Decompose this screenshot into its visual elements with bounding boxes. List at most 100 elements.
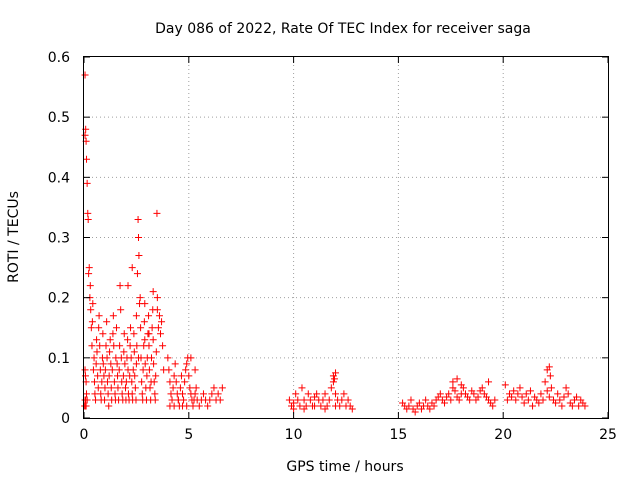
data-point <box>146 384 154 392</box>
data-point <box>562 384 570 392</box>
data-point <box>126 342 134 350</box>
data-point <box>153 294 161 302</box>
y-axis-label: ROTI / TECUs <box>6 191 22 283</box>
data-point <box>88 342 96 350</box>
data-point <box>89 300 97 308</box>
y-tick-label: 0.5 <box>48 110 70 126</box>
data-point <box>103 378 111 386</box>
data-point <box>183 402 191 410</box>
data-point <box>112 324 120 332</box>
y-tick-label: 0.2 <box>48 291 70 307</box>
data-point <box>340 390 348 398</box>
data-point <box>451 387 459 395</box>
data-point <box>147 354 155 362</box>
data-point <box>298 384 306 392</box>
data-point <box>558 402 566 410</box>
data-point <box>159 342 167 350</box>
data-point <box>128 264 136 272</box>
data-point <box>319 396 327 404</box>
data-point <box>170 402 178 410</box>
data-point <box>332 369 340 377</box>
data-point <box>176 384 184 392</box>
data-point <box>94 372 102 380</box>
data-point <box>165 366 173 374</box>
data-point <box>491 396 499 404</box>
ticks-layer <box>83 56 609 419</box>
data-point <box>189 402 197 410</box>
data-point <box>89 366 97 374</box>
data-point <box>166 378 174 386</box>
data-point <box>116 282 124 290</box>
data-point <box>149 288 157 296</box>
data-point <box>191 366 199 374</box>
data-point <box>106 336 114 344</box>
data-point <box>514 390 522 398</box>
data-point <box>101 366 109 374</box>
data-point <box>111 390 119 398</box>
data-point <box>115 366 123 374</box>
data-point <box>317 402 325 410</box>
data-point <box>88 318 96 326</box>
data-point <box>330 375 338 383</box>
data-point <box>101 384 109 392</box>
data-point <box>87 324 95 332</box>
data-point <box>170 372 178 380</box>
y-tick-label: 0.3 <box>48 231 70 247</box>
data-point <box>93 336 101 344</box>
data-point <box>560 393 568 401</box>
data-point <box>132 396 140 404</box>
data-point <box>304 390 312 398</box>
data-point <box>134 215 142 223</box>
data-point <box>131 384 139 392</box>
data-point <box>102 342 110 350</box>
data-point <box>344 396 352 404</box>
data-point <box>154 324 162 332</box>
data-point <box>116 342 124 350</box>
data-point <box>153 209 161 217</box>
data-point <box>541 378 549 386</box>
data-point <box>114 384 122 392</box>
data-point <box>485 378 493 386</box>
data-point <box>285 396 293 404</box>
data-point <box>192 384 200 392</box>
data-point <box>321 390 329 398</box>
data-point <box>453 375 461 383</box>
data-point <box>172 378 180 386</box>
data-point <box>573 393 581 401</box>
data-point <box>181 378 189 386</box>
data-point <box>457 381 465 389</box>
data-point <box>547 384 555 392</box>
data-point <box>543 387 551 395</box>
data-point <box>139 366 147 374</box>
data-point <box>164 354 172 362</box>
data-point <box>405 402 413 410</box>
data-point <box>447 396 455 404</box>
x-tick-label: 25 <box>599 427 617 443</box>
data-point <box>157 330 165 338</box>
data-point <box>546 372 554 380</box>
data-point <box>329 378 337 386</box>
data-point <box>81 366 89 374</box>
tick-labels-layer: 0 5 10 15 20 25 0 0.1 0.2 0.3 0.4 0.5 0.6 <box>48 50 617 443</box>
data-point <box>508 393 516 401</box>
data-point <box>109 330 117 338</box>
data-point <box>529 402 537 410</box>
y-tick-label: 0.4 <box>48 170 70 186</box>
data-point <box>137 324 145 332</box>
data-point <box>470 390 478 398</box>
data-point <box>90 378 98 386</box>
data-point <box>155 312 163 320</box>
data-point <box>167 390 175 398</box>
data-point <box>104 390 112 398</box>
data-point <box>149 336 157 344</box>
data-point <box>290 399 298 407</box>
data-point <box>455 396 463 404</box>
data-point <box>290 405 298 413</box>
data-point <box>103 354 111 362</box>
data-point <box>436 390 444 398</box>
data-point <box>148 324 156 332</box>
data-point <box>422 396 430 404</box>
data-point <box>95 324 103 332</box>
